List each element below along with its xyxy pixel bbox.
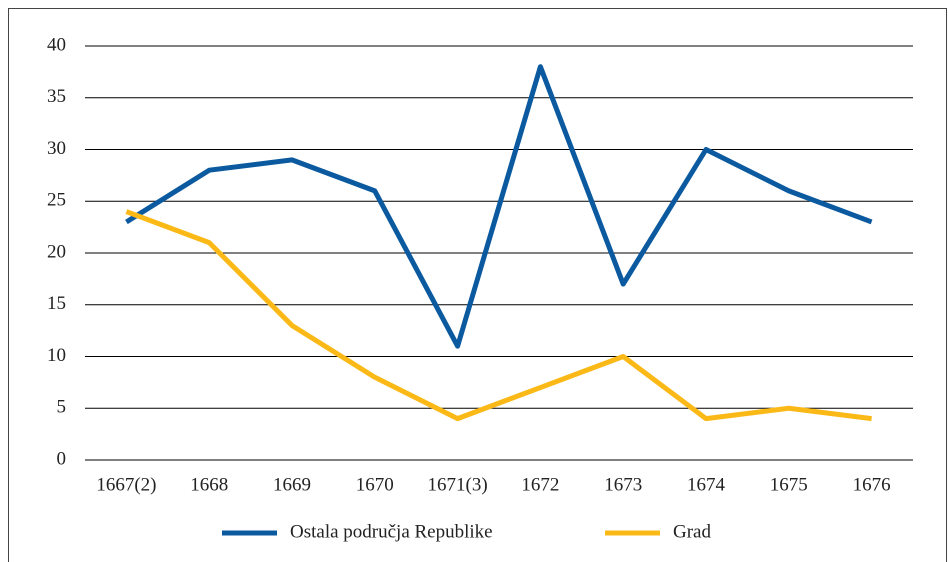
- y-tick-label: 5: [57, 397, 67, 418]
- x-tick-label: 1672: [521, 474, 559, 495]
- x-tick-label: 1674: [687, 474, 726, 495]
- x-tick-label: 1671(3): [428, 474, 488, 495]
- y-tick-label: 15: [47, 293, 66, 314]
- legend-label: Grad: [673, 521, 711, 542]
- series-line: [125, 209, 872, 422]
- y-tick-label: 40: [47, 34, 66, 55]
- x-tick-label: 1670: [356, 474, 394, 495]
- x-tick-label: 1675: [770, 474, 808, 495]
- legend-label: Ostala područja Republike: [290, 521, 493, 542]
- y-tick-label: 35: [47, 86, 66, 107]
- chart-frame: [8, 8, 947, 562]
- x-tick-label: 1669: [273, 474, 311, 495]
- y-tick-label: 25: [47, 190, 66, 211]
- x-tick-label: 1676: [853, 474, 891, 495]
- x-tick-label: 1667(2): [96, 474, 156, 495]
- x-tick-label: 1668: [190, 474, 228, 495]
- y-tick-label: 20: [47, 241, 66, 262]
- y-tick-label: 0: [57, 448, 67, 469]
- y-tick-label: 30: [47, 138, 66, 159]
- y-tick-label: 10: [47, 345, 66, 366]
- x-tick-label: 1673: [604, 474, 642, 495]
- series-line: [125, 64, 873, 349]
